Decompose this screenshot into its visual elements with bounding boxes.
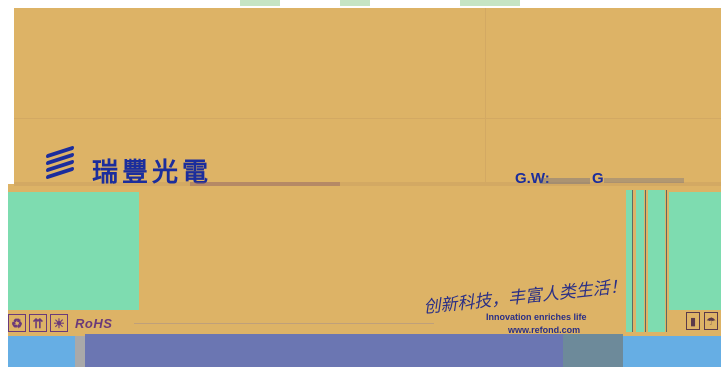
umbrella-icon: ☂ [704,312,718,330]
faint-rule [134,323,434,324]
green-pillar [648,190,665,332]
green-pillar [636,190,644,332]
globe-stripes-icon [46,145,74,180]
website-url: www.refond.com [508,325,581,335]
keep-away-from-sun-icon: ☀ [50,314,68,332]
rohs-label: RoHS [75,315,113,331]
compliance-icons: ♻ ⇈ ☀ RoHS [8,313,112,333]
pillar-divider [632,190,633,332]
green-pillar [626,190,632,332]
faint-text-line [604,178,684,183]
label-panel-upper [14,8,721,184]
recycle-icon: ♻ [8,314,26,332]
slogan-english: Innovation enriches life [486,312,587,322]
gross-weight-label: G.W: [515,170,550,187]
handling-icons: ▮ ☂ [686,312,718,330]
green-block-right [669,192,721,310]
this-way-up-icon: ⇈ [29,314,47,332]
divider-horizontal [14,118,721,119]
panel-seam [14,182,721,186]
purple-bar [85,334,563,367]
blue-block-left [8,336,75,367]
company-logo-text: 瑞豐光電 [92,158,213,188]
faint-text-line [190,182,340,186]
pillar-divider [666,190,667,332]
green-block-left [8,192,139,310]
blue-block-right [623,336,721,367]
slate-block [563,334,623,367]
weight-unit-label: G [592,170,604,187]
fragile-icon: ▮ [686,312,700,330]
grey-block [75,336,85,367]
faint-text-line [540,178,590,184]
divider-vertical [485,8,486,184]
top-decoration [210,0,550,10]
pillar-divider [645,190,646,332]
